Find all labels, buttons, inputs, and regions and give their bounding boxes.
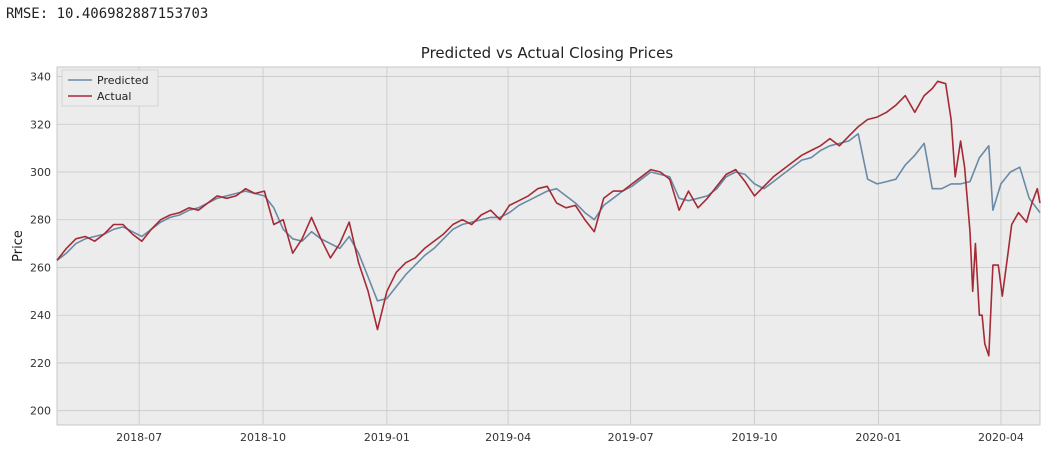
legend-box [61, 69, 159, 107]
legend-label-predicted: Predicted [97, 74, 149, 87]
series-lines [56, 80, 1041, 357]
chart-title: Predicted vs Actual Closing Prices [421, 44, 674, 62]
x-tick-label: 2020-04 [978, 431, 1024, 444]
y-tick-label: 300 [30, 166, 51, 179]
x-tick-label: 2020-01 [855, 431, 901, 444]
legend-label-actual: Actual [97, 90, 131, 103]
plot-area [56, 66, 1041, 426]
x-axis: 2018-07 2018-10 2019-01 2019-04 2019-07 2019-… [116, 431, 1024, 444]
x-tick-label: 2018-07 [116, 431, 162, 444]
x-tick-label: 2019-07 [608, 431, 654, 444]
x-tick-label: 2019-10 [732, 431, 778, 444]
y-tick-label: 240 [30, 309, 51, 322]
rmse-output: RMSE: 10.406982887153703 [6, 6, 208, 22]
y-tick-label: 200 [30, 405, 51, 418]
rmse-value: 10.406982887153703 [56, 6, 209, 22]
y-tick-label: 340 [30, 71, 51, 84]
y-tick-label: 320 [30, 118, 51, 131]
rmse-label: RMSE: [6, 6, 49, 22]
y-axis: 200 220 240 260 280 300 320 340 [30, 71, 51, 418]
legend: Predicted Actual [61, 69, 159, 107]
y-tick-label: 220 [30, 357, 51, 370]
x-tick-label: 2019-01 [364, 431, 410, 444]
series-line-actual [56, 80, 1041, 357]
y-tick-label: 280 [30, 214, 51, 227]
x-tick-label: 2019-04 [485, 431, 531, 444]
gridlines [57, 67, 1040, 425]
x-tick-label: 2018-10 [240, 431, 286, 444]
y-tick-label: 260 [30, 261, 51, 274]
y-axis-label: Price [11, 230, 26, 262]
